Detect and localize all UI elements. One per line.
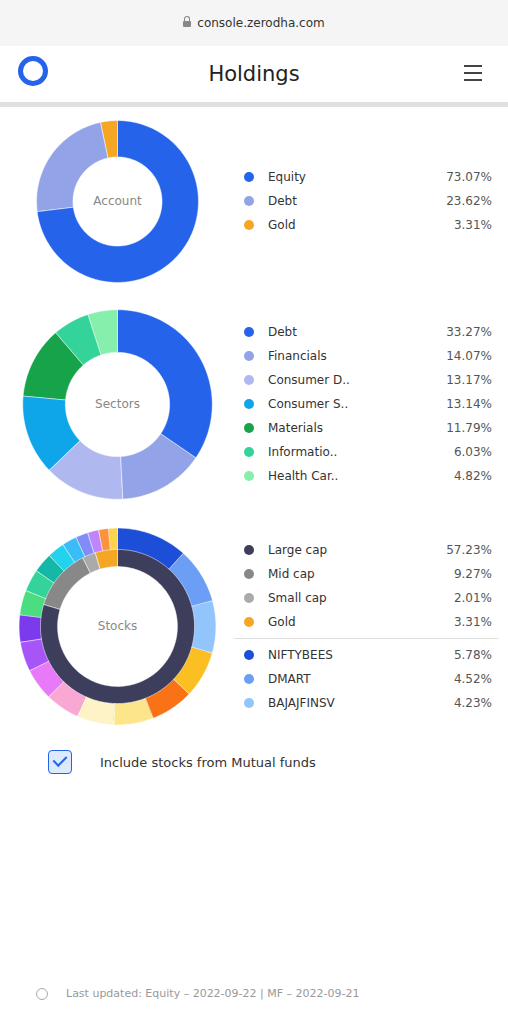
html-text:Gold: Gold xyxy=(268,218,296,232)
html-text:3.31%: 3.31% xyxy=(453,218,492,232)
html-text:Last updated: Equity – 2022-09: Last updated: Equity – 2022-09-22 | MF –… xyxy=(66,987,360,1000)
html-text:Informatio..: Informatio.. xyxy=(268,445,338,459)
html-text:Financials: Financials xyxy=(268,349,327,363)
svg-text:Stocks: Stocks xyxy=(98,619,137,633)
html-text:14.07%: 14.07% xyxy=(446,349,492,363)
html-text:9.27%: 9.27% xyxy=(453,566,492,581)
html-text:Gold: Gold xyxy=(268,614,296,629)
html-text:Consumer S..: Consumer S.. xyxy=(268,397,349,411)
html-text:Debt: Debt xyxy=(268,194,297,208)
svg-text:Account: Account xyxy=(93,194,142,208)
html-text:BAJAJFINSV: BAJAJFINSV xyxy=(268,695,335,710)
html-text:Consumer D..: Consumer D.. xyxy=(268,373,350,387)
html-text:Include stocks from Mutual fun: Include stocks from Mutual funds xyxy=(100,754,316,770)
html-text:57.23%: 57.23% xyxy=(446,542,492,557)
html-text:11.79%: 11.79% xyxy=(446,421,492,435)
html-text:Equity: Equity xyxy=(268,170,306,184)
html-text:4.82%: 4.82% xyxy=(453,469,492,483)
html-text:NIFTYBEES: NIFTYBEES xyxy=(268,647,333,662)
html-text:33.27%: 33.27% xyxy=(446,325,492,339)
html-text:4.23%: 4.23% xyxy=(453,695,492,710)
html-text:Health Car..: Health Car.. xyxy=(268,469,339,483)
html-text:5.78%: 5.78% xyxy=(453,647,492,662)
html-text:2.01%: 2.01% xyxy=(453,590,492,605)
html-text:73.07%: 73.07% xyxy=(446,170,492,184)
html-text:console.zerodha.com: console.zerodha.com xyxy=(197,16,325,30)
html-text:Small cap: Small cap xyxy=(268,590,327,605)
html-text:Holdings: Holdings xyxy=(208,62,300,86)
svg-text:Sectors: Sectors xyxy=(95,397,140,411)
html-text:3.31%: 3.31% xyxy=(453,614,492,629)
html-text:13.14%: 13.14% xyxy=(446,397,492,411)
html-text:Materials: Materials xyxy=(268,421,323,435)
html-text:DMART: DMART xyxy=(268,671,311,686)
html-text:Debt: Debt xyxy=(268,325,297,339)
html-text:Mid cap: Mid cap xyxy=(268,566,315,581)
html-text:6.03%: 6.03% xyxy=(453,445,492,459)
html-text:23.62%: 23.62% xyxy=(446,194,492,208)
html-text:4.52%: 4.52% xyxy=(453,671,492,686)
html-text:Large cap: Large cap xyxy=(268,542,328,557)
html-text:13.17%: 13.17% xyxy=(446,373,492,387)
